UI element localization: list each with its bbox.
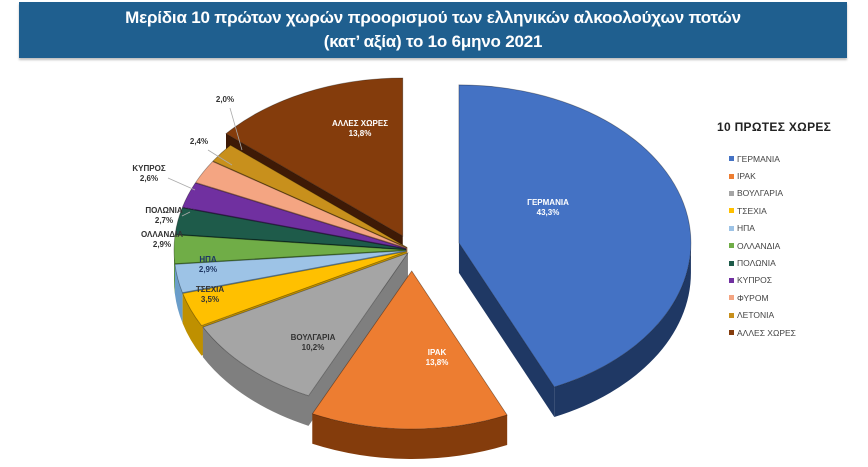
leader-line <box>207 149 233 166</box>
slice-wall-4 <box>174 264 183 323</box>
legend-label: ΓΕΡΜΑΝΙΑ <box>737 153 780 164</box>
legend-label: ΚΥΠΡΟΣ <box>737 275 773 286</box>
data-label: ΠΟΛΩΝΙΑ 2,7% <box>145 206 183 225</box>
slice-wall-1 <box>312 413 508 459</box>
legend-label: ΦΥΡΟΜ <box>737 292 769 303</box>
legend-swatch-icon <box>729 243 734 249</box>
legend-swatch-icon <box>729 312 734 318</box>
data-label: 2,0% <box>216 95 234 104</box>
legend-item: ΛΕΤΟΝΙΑ <box>729 307 865 324</box>
legend-item: ΑΛΛΕΣ ΧΩΡΕΣ <box>729 324 865 341</box>
legend-title: 10 ΠΡΩΤΕΣ ΧΩΡΕΣ <box>717 120 832 134</box>
legend-label: ΟΛΛΑΝΔΙΑ <box>737 240 781 251</box>
legend-swatch-icon <box>729 225 734 231</box>
legend-items: ΓΕΡΜΑΝΙΑ ΙΡΑΚ ΒΟΥΛΓΑΡΙΑ ΤΣΕΧΙΑ ΗΠΑ ΟΛΛΑΝΔΙΑ ΠΟ… <box>725 150 865 341</box>
legend-label: ΑΛΛΕΣ ΧΩΡΕΣ <box>737 327 796 338</box>
legend-swatch-icon <box>729 330 734 336</box>
data-label: ΑΛΛΕΣ ΧΩΡΕΣ 13,8% <box>332 119 388 138</box>
data-label: ΤΣΕΧΙΑ 3,5% <box>196 285 225 304</box>
legend-label: ΗΠΑ <box>737 223 755 234</box>
leader-line <box>167 177 196 191</box>
chart-title-banner: Μερίδια 10 πρώτων χωρών προορισμού των ε… <box>19 2 847 58</box>
leader-line <box>181 211 191 217</box>
data-label: ΟΛΛΑΝΔΙΑ 2,9% <box>141 230 183 249</box>
legend-swatch-icon <box>729 208 734 214</box>
legend-swatch-icon <box>729 156 734 162</box>
slice-side-0 <box>458 242 555 417</box>
data-label: ΙΡΑΚ 13,8% <box>426 348 449 367</box>
pie-slice-ΟΛΛΑΝΔΙΑ <box>173 234 407 265</box>
legend-item: ΒΟΥΛΓΑΡΙΑ <box>729 185 865 202</box>
pie-slice-ΠΟΛΩΝΙΑ <box>174 207 407 250</box>
legend-swatch-icon <box>729 295 734 301</box>
pie-slice-ΑΛΛΕΣ ΧΩΡΕΣ <box>225 77 404 237</box>
legend-swatch-icon <box>729 190 734 196</box>
data-label: 2,4% <box>190 137 208 146</box>
legend-label: ΒΟΥΛΓΑΡΙΑ <box>737 188 783 199</box>
chart-title-line2: (κατ’ αξία) το 1ο 6μηνο 2021 <box>323 32 543 51</box>
data-label: ΗΠΑ 2,9% <box>199 255 217 274</box>
legend-label: ΠΟΛΩΝΙΑ <box>737 258 776 269</box>
pie-slice-ΤΣΕΧΙΑ <box>182 251 407 327</box>
legend-item: ΙΡΑΚ <box>729 167 865 184</box>
legend: 10 ΠΡΩΤΕΣ ΧΩΡΕΣ ΓΕΡΜΑΝΙΑ ΙΡΑΚ ΒΟΥΛΓΑΡΙΑ ΤΣΕ… <box>717 120 865 341</box>
legend-item: ΠΟΛΩΝΙΑ <box>729 254 865 271</box>
data-label: ΒΟΥΛΓΑΡΙΑ 10,2% <box>291 333 336 352</box>
leader-line <box>229 107 243 151</box>
slice-wall-0 <box>554 242 691 417</box>
legend-item: ΟΛΛΑΝΔΙΑ <box>729 237 865 254</box>
data-labels: ΓΕΡΜΑΝΙΑ 43,3% ΙΡΑΚ 13,8% ΒΟΥΛΓΑΡΙΑ 10,2% ΤΣΕΧ… <box>132 95 569 367</box>
legend-label: ΛΕΤΟΝΙΑ <box>737 310 775 321</box>
data-label: ΓΕΡΜΑΝΙΑ 43,3% <box>527 198 569 217</box>
slice-wall-3 <box>182 293 202 356</box>
pie-slice-ΛΕΤΟΝΙΑ <box>212 144 408 248</box>
slice-side-2 <box>308 253 408 426</box>
pie-slice-ΚΥΠΡΟΣ <box>181 182 407 249</box>
legend-item: ΚΥΠΡΟΣ <box>729 272 865 289</box>
pie-slice-ΙΡΑΚ <box>311 270 508 430</box>
legend-item: ΦΥΡΟΜ <box>729 289 865 306</box>
legend-item: ΓΕΡΜΑΝΙΑ <box>729 150 865 167</box>
pie-slice-ΒΟΥΛΓΑΡΙΑ <box>202 252 409 397</box>
data-label: ΚΥΠΡΟΣ 2,6% <box>132 164 165 183</box>
legend-swatch-icon <box>729 260 734 266</box>
legend-swatch-icon <box>729 277 734 283</box>
pie-slice-ΓΕΡΜΑΝΙΑ <box>458 84 692 388</box>
legend-item: ΗΠΑ <box>729 220 865 237</box>
slice-wall-5 <box>174 249 175 294</box>
pie-slice-tops <box>173 77 692 430</box>
legend-item: ΤΣΕΧΙΑ <box>729 202 865 219</box>
chart-title-line1: Μερίδια 10 πρώτων χωρών προορισμού των ε… <box>125 8 741 27</box>
legend-label: ΤΣΕΧΙΑ <box>737 205 767 216</box>
slice-wall-2 <box>202 327 309 426</box>
legend-swatch-icon <box>729 173 734 179</box>
pie-slice-ΦΥΡΟΜ <box>195 161 407 249</box>
legend-label: ΙΡΑΚ <box>737 171 756 182</box>
pie-slice-ΗΠΑ <box>174 250 407 294</box>
leader-lines <box>167 107 243 217</box>
